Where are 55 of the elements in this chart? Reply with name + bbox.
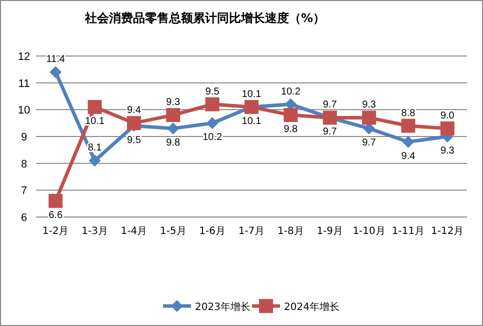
annotation: 10.2	[202, 132, 222, 144]
annotation: 9.7	[322, 126, 338, 138]
legend-label: 2023年增长	[195, 301, 250, 313]
x-tick-label: 1-11月	[392, 226, 425, 237]
annotation: 11.4	[46, 54, 66, 66]
point	[166, 108, 180, 122]
y-tick-label: 8	[20, 158, 28, 170]
annotation: 9.8	[284, 124, 298, 136]
point	[362, 110, 376, 125]
y-tick-label: 10	[18, 104, 30, 117]
annotation: 9.3	[166, 97, 181, 108]
annotation: 9.8	[166, 137, 181, 148]
chart-title: 社会消费品零售总额累计同比增长速度（%）	[84, 11, 326, 25]
y-tick-label: 11	[18, 78, 30, 90]
x-tick-label: 1-8月	[278, 226, 304, 237]
x-tick-label: 1-9月	[316, 226, 344, 237]
annotation: 8.8	[401, 108, 416, 119]
annotation: 9.3	[440, 146, 455, 156]
x-tick-label: 1-10月	[352, 226, 386, 237]
x-tick-label: 1-6月	[199, 226, 226, 237]
x-tick-label: 1-12月	[431, 226, 464, 237]
y-tick-label: 6	[20, 212, 28, 224]
point	[401, 118, 416, 133]
annotation: 9.4	[127, 105, 142, 116]
x-tick-label: 1-4月	[120, 226, 148, 237]
y-tick-label: 9	[20, 132, 28, 144]
point	[48, 194, 63, 208]
annotation: 10.2	[280, 86, 301, 98]
point	[50, 66, 62, 78]
annotation: 9.0	[440, 110, 455, 122]
point	[88, 154, 101, 167]
x-tick-label: 1-3月	[82, 226, 108, 237]
point	[284, 108, 298, 122]
annotation: 10.1	[242, 116, 262, 127]
annotation: 10.1	[242, 88, 262, 100]
y-tick-label: 7	[20, 185, 28, 198]
point	[440, 121, 454, 136]
x-tick-label: 1-2月	[42, 226, 69, 237]
annotation: 9.5	[205, 86, 220, 98]
point	[206, 117, 218, 130]
annotation: 9.7	[362, 137, 376, 148]
annotation: 9.4	[401, 150, 416, 162]
annotation: 9.5	[127, 134, 142, 146]
point	[126, 116, 141, 130]
point	[88, 100, 102, 114]
annotation: 9.3	[362, 100, 376, 111]
x-tick-label: 1-7月	[238, 226, 265, 237]
annotation: 9.7	[322, 100, 338, 111]
point	[402, 136, 414, 148]
x-tick-label: 1-5月	[160, 226, 186, 237]
legend-label: 2024年增长	[284, 301, 340, 313]
annotation: 6.6	[48, 210, 63, 221]
point	[167, 122, 180, 134]
point	[205, 97, 220, 112]
y-tick-label: 12	[18, 51, 30, 63]
